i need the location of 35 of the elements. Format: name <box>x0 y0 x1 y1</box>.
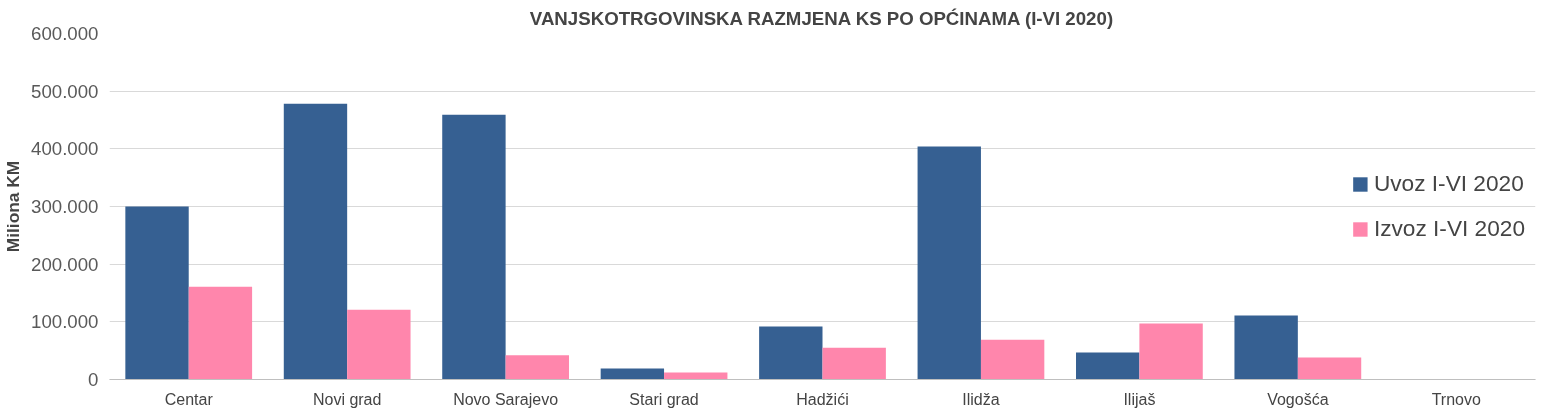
y-tick-label: 300.000 <box>31 196 99 217</box>
bar <box>283 103 348 380</box>
bar <box>442 114 506 380</box>
bar <box>1076 352 1140 380</box>
x-tick-label: Vogošća <box>1267 390 1329 408</box>
bar <box>1139 323 1203 380</box>
bar <box>347 309 411 380</box>
x-tick-label: Novo Sarajevo <box>453 390 559 408</box>
bar <box>980 339 1045 380</box>
bar <box>759 326 823 380</box>
bar <box>505 355 569 380</box>
bar <box>125 206 189 380</box>
y-tick-label: 400.000 <box>31 138 99 160</box>
x-tick-label: Centar <box>164 390 214 408</box>
x-tick-label: Novi grad <box>312 390 382 408</box>
x-tick-label: Hadžići <box>796 390 849 408</box>
bar <box>188 286 253 380</box>
legend-label: Izvoz I-VI 2020 <box>1373 215 1525 242</box>
y-tick-label: 100.000 <box>31 311 99 333</box>
bar <box>600 368 665 380</box>
legend-label: Uvoz I-VI 2020 <box>1373 170 1524 197</box>
bar <box>822 347 886 380</box>
x-tick-label: Stari grad <box>629 390 699 408</box>
x-tick-label: Ilidža <box>962 390 1000 408</box>
bar <box>917 146 981 380</box>
y-tick-label: 0 <box>88 369 99 390</box>
y-tick-label: 600.000 <box>31 23 99 44</box>
bar <box>1297 357 1362 380</box>
x-tick-label: Trnovo <box>1431 390 1481 408</box>
bar <box>1234 315 1298 380</box>
x-tick-label: Ilijaš <box>1123 390 1156 408</box>
y-tick-label: 200.000 <box>31 253 99 275</box>
chart-title: VANJSKOTRGOVINSKA RAZMJENA KS PO OPĆINAMA (I-VI 2020) <box>529 7 1114 29</box>
y-axis-title: Miliona KM <box>3 160 24 253</box>
y-tick-label: 500.000 <box>31 80 99 102</box>
